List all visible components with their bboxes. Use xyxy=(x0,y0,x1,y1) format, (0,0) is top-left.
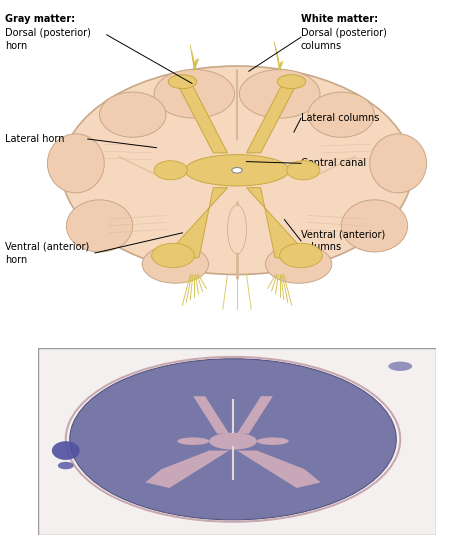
Text: horn: horn xyxy=(5,41,27,51)
Ellipse shape xyxy=(265,245,332,283)
Ellipse shape xyxy=(185,155,289,186)
Text: Dorsal (posterior): Dorsal (posterior) xyxy=(5,28,91,38)
Ellipse shape xyxy=(177,438,209,445)
Ellipse shape xyxy=(287,161,320,180)
Ellipse shape xyxy=(232,167,242,173)
Text: columns: columns xyxy=(301,41,342,51)
Ellipse shape xyxy=(228,205,246,254)
Ellipse shape xyxy=(239,70,320,118)
Polygon shape xyxy=(146,451,229,488)
Ellipse shape xyxy=(308,92,374,137)
Text: Ventral (anterior): Ventral (anterior) xyxy=(301,230,385,239)
Polygon shape xyxy=(193,396,229,434)
Text: Lateral horn: Lateral horn xyxy=(5,134,64,144)
Ellipse shape xyxy=(168,75,197,89)
Text: Central canal: Central canal xyxy=(301,159,366,168)
Ellipse shape xyxy=(142,245,209,283)
Ellipse shape xyxy=(277,75,306,89)
Polygon shape xyxy=(175,80,228,153)
Ellipse shape xyxy=(47,134,104,193)
Ellipse shape xyxy=(388,362,412,371)
Ellipse shape xyxy=(152,243,194,268)
Text: Lateral columns: Lateral columns xyxy=(301,113,379,123)
Ellipse shape xyxy=(280,243,322,268)
Polygon shape xyxy=(152,188,228,264)
Text: White matter:: White matter: xyxy=(301,14,378,24)
Ellipse shape xyxy=(257,438,289,445)
Ellipse shape xyxy=(341,200,408,252)
Ellipse shape xyxy=(154,70,235,118)
Text: Ventral (anterior): Ventral (anterior) xyxy=(5,242,89,252)
Ellipse shape xyxy=(66,200,133,252)
Ellipse shape xyxy=(58,462,74,469)
Ellipse shape xyxy=(100,92,166,137)
Polygon shape xyxy=(246,80,299,153)
Ellipse shape xyxy=(62,66,412,275)
Text: Dorsal (posterior): Dorsal (posterior) xyxy=(301,28,387,38)
Polygon shape xyxy=(237,396,273,434)
Text: horn: horn xyxy=(5,255,27,264)
Text: Gray matter:: Gray matter: xyxy=(5,14,75,24)
Polygon shape xyxy=(237,451,320,488)
Ellipse shape xyxy=(154,161,187,180)
Ellipse shape xyxy=(370,134,427,193)
Ellipse shape xyxy=(70,359,396,520)
Text: columns: columns xyxy=(301,242,342,252)
Ellipse shape xyxy=(52,441,80,460)
Ellipse shape xyxy=(209,433,257,450)
Polygon shape xyxy=(246,188,322,264)
